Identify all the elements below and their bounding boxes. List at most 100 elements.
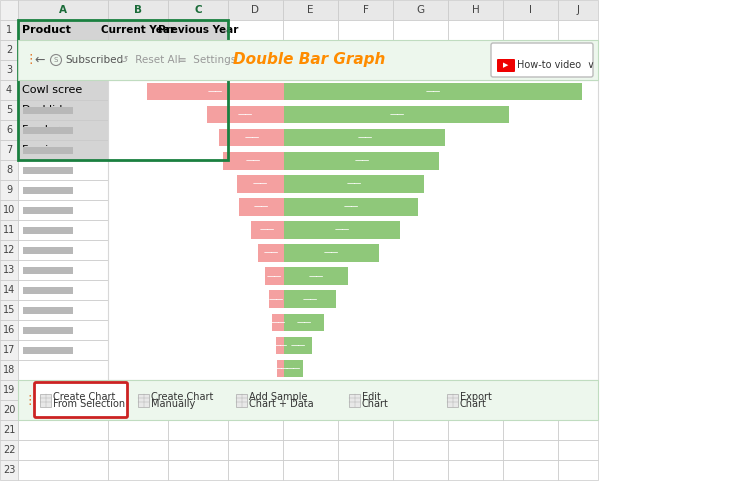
Text: Current Year: Current Year bbox=[101, 25, 175, 35]
Bar bbox=[223, 152, 284, 169]
Bar bbox=[393, 400, 448, 420]
Bar bbox=[503, 260, 558, 280]
Text: ——: —— bbox=[263, 248, 279, 257]
Bar bbox=[338, 60, 393, 80]
Bar bbox=[108, 100, 168, 120]
Text: Manually: Manually bbox=[151, 399, 195, 409]
Bar bbox=[0, 280, 18, 300]
Text: F: F bbox=[362, 5, 368, 15]
Bar bbox=[228, 440, 283, 460]
Text: ——: —— bbox=[272, 341, 287, 350]
Bar bbox=[18, 240, 108, 260]
Bar bbox=[558, 380, 598, 400]
Bar bbox=[284, 83, 582, 100]
Bar bbox=[0, 180, 18, 200]
Bar bbox=[448, 80, 503, 100]
Bar bbox=[448, 260, 503, 280]
Bar bbox=[18, 440, 108, 460]
Bar bbox=[503, 320, 558, 340]
Bar bbox=[558, 420, 598, 440]
Bar bbox=[18, 320, 108, 340]
Bar bbox=[448, 420, 503, 440]
Bar bbox=[558, 180, 598, 200]
Bar bbox=[338, 380, 393, 400]
Bar bbox=[40, 394, 51, 407]
FancyBboxPatch shape bbox=[497, 59, 515, 72]
Bar bbox=[168, 460, 228, 480]
Bar bbox=[18, 180, 108, 200]
Bar bbox=[0, 320, 18, 340]
Bar bbox=[108, 460, 168, 480]
Bar bbox=[168, 240, 228, 260]
Bar bbox=[168, 220, 228, 240]
Bar bbox=[138, 394, 149, 407]
Bar bbox=[18, 420, 108, 440]
Bar bbox=[503, 460, 558, 480]
Bar bbox=[23, 107, 73, 114]
Bar bbox=[168, 400, 228, 420]
Bar bbox=[338, 20, 393, 40]
Bar bbox=[228, 220, 283, 240]
Text: Export: Export bbox=[460, 392, 492, 402]
Bar bbox=[18, 400, 108, 420]
Bar bbox=[448, 280, 503, 300]
Text: ——: —— bbox=[309, 272, 324, 281]
Text: 13: 13 bbox=[3, 265, 15, 275]
Bar bbox=[283, 60, 338, 80]
Bar bbox=[283, 40, 338, 60]
Bar bbox=[168, 40, 228, 60]
Bar bbox=[338, 100, 393, 120]
Text: ⋮: ⋮ bbox=[24, 53, 37, 67]
Bar bbox=[393, 320, 448, 340]
Bar bbox=[338, 340, 393, 360]
Text: ——: —— bbox=[426, 87, 441, 96]
Bar bbox=[558, 300, 598, 320]
Bar bbox=[236, 394, 247, 407]
Bar bbox=[393, 180, 448, 200]
Bar bbox=[18, 20, 228, 160]
Bar bbox=[0, 100, 18, 120]
Bar bbox=[108, 300, 168, 320]
Bar bbox=[558, 340, 598, 360]
Bar bbox=[168, 280, 228, 300]
Bar bbox=[393, 280, 448, 300]
Bar bbox=[18, 160, 108, 180]
Bar bbox=[18, 60, 108, 80]
FancyBboxPatch shape bbox=[34, 382, 128, 417]
Bar bbox=[284, 152, 440, 169]
Bar bbox=[283, 400, 338, 420]
Bar bbox=[448, 360, 503, 380]
Bar bbox=[448, 340, 503, 360]
Bar bbox=[18, 220, 108, 240]
Bar bbox=[147, 83, 284, 100]
Bar bbox=[338, 280, 393, 300]
Bar bbox=[0, 340, 18, 360]
Bar bbox=[265, 267, 284, 285]
Bar bbox=[393, 360, 448, 380]
Bar bbox=[284, 360, 303, 377]
Bar bbox=[168, 260, 228, 280]
Bar bbox=[228, 340, 283, 360]
Bar bbox=[503, 40, 558, 60]
Bar bbox=[284, 106, 509, 124]
Text: 8: 8 bbox=[6, 165, 12, 175]
Bar bbox=[23, 207, 73, 214]
Bar bbox=[23, 347, 73, 354]
Bar bbox=[0, 400, 18, 420]
Bar bbox=[283, 340, 338, 360]
Bar bbox=[23, 287, 73, 294]
Text: ——: —— bbox=[324, 248, 339, 257]
Bar bbox=[283, 260, 338, 280]
Bar bbox=[393, 340, 448, 360]
Text: Previous Year: Previous Year bbox=[158, 25, 238, 35]
Bar bbox=[284, 290, 336, 308]
Bar bbox=[393, 120, 448, 140]
Bar bbox=[0, 0, 18, 20]
Bar bbox=[168, 380, 228, 400]
Bar bbox=[228, 20, 283, 40]
Bar bbox=[228, 160, 283, 180]
Bar bbox=[251, 221, 284, 239]
Bar bbox=[228, 180, 283, 200]
Text: 17: 17 bbox=[3, 345, 15, 355]
Bar bbox=[448, 160, 503, 180]
